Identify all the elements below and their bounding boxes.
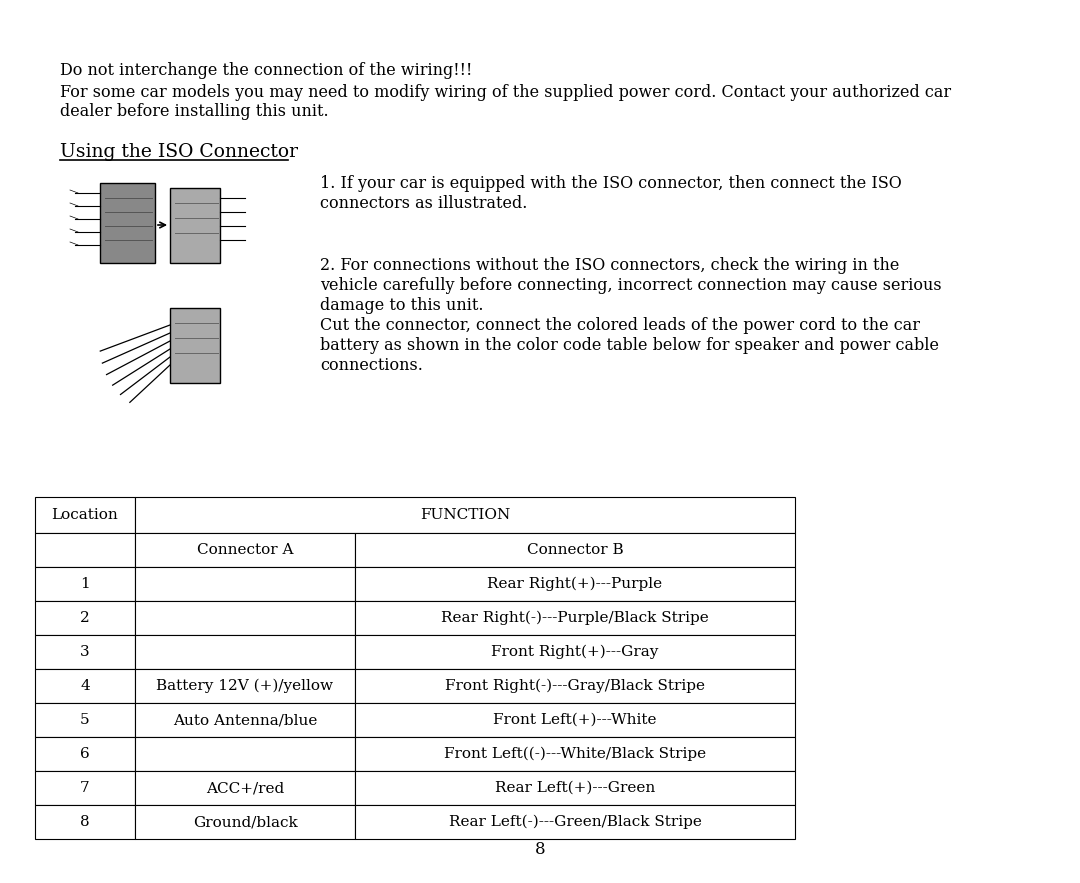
Bar [355,805,795,839]
Text: Front Left((-)---White/Black Stripe: Front Left((-)---White/Black Stripe [444,747,706,761]
Bar [355,703,795,737]
Bar [35,635,135,669]
Text: battery as shown in the color code table below for speaker and power cable: battery as shown in the color code table… [320,337,939,354]
Text: vehicle carefully before connecting, incorrect connection may cause serious: vehicle carefully before connecting, inc… [320,277,942,294]
Bar [355,601,795,635]
Bar [35,533,135,567]
Text: Do not interchange the connection of the wiring!!!: Do not interchange the connection of the… [60,62,472,79]
Bar [35,669,135,703]
Text: connectors as illustrated.: connectors as illustrated. [320,195,527,212]
Bar [170,308,220,383]
Bar [355,567,795,601]
Bar [135,567,355,601]
Bar [355,771,795,805]
Text: Front Right(-)---Gray/Black Stripe: Front Right(-)---Gray/Black Stripe [445,679,705,693]
Text: 7: 7 [80,781,90,795]
Bar [35,703,135,737]
Bar [135,635,355,669]
Text: For some car models you may need to modify wiring of the supplied power cord. Co: For some car models you may need to modi… [60,84,951,101]
Bar [355,635,795,669]
Bar [355,533,795,567]
Text: Auto Antenna/blue: Auto Antenna/blue [173,713,318,727]
Bar [355,737,795,771]
Text: Using the ISO Connector: Using the ISO Connector [60,143,298,161]
Text: Front Right(+)---Gray: Front Right(+)---Gray [491,645,659,660]
Bar [35,771,135,805]
Text: 6: 6 [80,747,90,761]
Text: 1. If your car is equipped with the ISO connector, then connect the ISO: 1. If your car is equipped with the ISO … [320,175,902,192]
Text: damage to this unit.: damage to this unit. [320,297,484,314]
Bar [135,497,795,533]
Text: 8: 8 [535,841,545,858]
Text: connections.: connections. [320,357,423,374]
Bar [355,669,795,703]
Bar [170,188,220,263]
Text: 3: 3 [80,645,90,659]
Text: 1: 1 [80,577,90,591]
Text: 2. For connections without the ISO connectors, check the wiring in the: 2. For connections without the ISO conne… [320,257,900,274]
Text: Connector A: Connector A [197,543,294,557]
Bar [35,737,135,771]
Bar [135,771,355,805]
Bar [135,703,355,737]
Text: 8: 8 [80,815,90,829]
Bar [135,737,355,771]
Text: Rear Left(+)---Green: Rear Left(+)---Green [495,781,656,795]
Bar [35,497,135,533]
Text: Front Left(+)---White: Front Left(+)---White [494,713,657,727]
Bar [135,601,355,635]
Text: ACC+/red: ACC+/red [206,781,284,795]
Text: Location: Location [52,508,119,522]
Bar [35,805,135,839]
Bar [100,183,156,263]
Text: Rear Left(-)---Green/Black Stripe: Rear Left(-)---Green/Black Stripe [448,815,701,829]
Text: Cut the connector, connect the colored leads of the power cord to the car: Cut the connector, connect the colored l… [320,317,920,334]
Text: 2: 2 [80,611,90,625]
Bar [135,669,355,703]
Text: Battery 12V (+)/yellow: Battery 12V (+)/yellow [157,679,334,693]
Text: Rear Right(-)---Purple/Black Stripe: Rear Right(-)---Purple/Black Stripe [441,611,708,625]
Text: Connector B: Connector B [527,543,623,557]
Bar [135,533,355,567]
Text: 4: 4 [80,679,90,693]
Bar [135,805,355,839]
Text: dealer before installing this unit.: dealer before installing this unit. [60,103,328,120]
Bar [35,567,135,601]
Text: FUNCTION: FUNCTION [420,508,510,522]
Text: Rear Right(+)---Purple: Rear Right(+)---Purple [487,577,662,592]
Text: Ground/black: Ground/black [192,815,297,829]
Text: 5: 5 [80,713,90,727]
Bar [35,601,135,635]
